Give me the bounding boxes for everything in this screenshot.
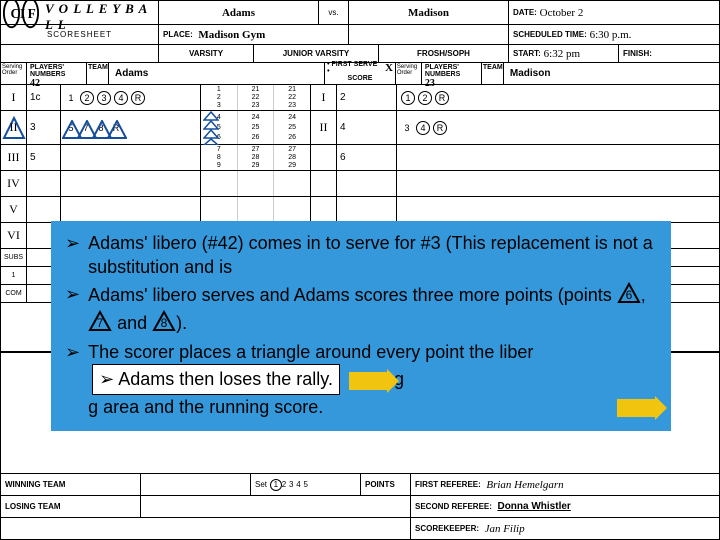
r1-player-left: 1c xyxy=(27,85,61,110)
serve-area-2-left: 5 7 8 R xyxy=(61,111,201,144)
scoresheet: CIF OFFICIAL V O L L E Y B A L L Adams v… xyxy=(0,0,720,540)
start-label: START: xyxy=(513,49,541,58)
score-label: SCORE xyxy=(325,74,395,85)
overlay-line-1: Adams' libero (#42) comes in to serve fo… xyxy=(88,231,657,280)
bullet-icon: ➢ xyxy=(65,231,80,255)
first-serve-mark: X xyxy=(385,62,393,74)
players-label-r: PLAYERS' NUMBERS xyxy=(425,64,478,78)
points-label: POINTS xyxy=(365,480,395,489)
bullet-icon: ➢ xyxy=(65,282,80,306)
r2-player-left: 3 xyxy=(27,111,61,144)
finish-label: FINISH: xyxy=(623,49,652,58)
header-row-2: SCORESHEET PLACE: Madison Gym SCHEDULED … xyxy=(1,25,719,45)
players-label: PLAYERS' NUMBERS xyxy=(30,64,83,78)
sched-label: SCHEDULED TIME: xyxy=(513,30,587,39)
header-row-1: CIF OFFICIAL V O L L E Y B A L L Adams v… xyxy=(1,1,719,25)
first-ref-label: FIRST REFEREE: xyxy=(415,480,481,489)
grid-row-2: II 3 5 7 8 R 456 242526 242526 II 4 3 4 … xyxy=(1,111,719,145)
instruction-overlay: ➢ Adams' libero (#42) comes in to serve … xyxy=(51,221,671,431)
arrow-icon xyxy=(349,372,389,390)
arrow-icon xyxy=(617,399,657,417)
place-label: PLACE: xyxy=(163,30,193,39)
serving-order-label-right: Serving Order xyxy=(396,63,422,84)
place-value: Madison Gym xyxy=(198,29,265,41)
scoresheet-label: SCORESHEET xyxy=(47,30,112,39)
svg-text:7: 7 xyxy=(97,316,104,330)
fs-label: FROSH/SOPH xyxy=(417,49,470,58)
svg-text:F: F xyxy=(28,5,36,20)
roman-2: II xyxy=(1,111,27,144)
svg-text:6: 6 xyxy=(625,288,632,302)
roman-3: III xyxy=(1,145,27,170)
triangle-icon xyxy=(107,120,127,140)
r3-player-right: 6 xyxy=(337,145,397,170)
varsity-label: VARSITY xyxy=(189,49,223,58)
triangle-icon: 8 xyxy=(152,310,176,332)
date-label: DATE: xyxy=(513,8,537,17)
r1-player-right: 2 xyxy=(337,85,397,110)
serve-area-1-right: 1 2 R xyxy=(397,85,719,110)
score-header: Serving Order PLAYERS' NUMBERS 42 TEAM A… xyxy=(1,63,719,85)
score-cols-2: 456 242526 242526 xyxy=(201,111,311,144)
overlay-line-3: The scorer places a triangle around ever… xyxy=(88,340,657,419)
set-label: Set xyxy=(255,480,267,489)
losing-team-label: LOSING TEAM xyxy=(5,502,61,511)
left-team-name: Adams xyxy=(109,63,324,84)
r3-player-left: 5 xyxy=(27,145,61,170)
jv-label: JUNIOR VARSITY xyxy=(283,49,350,58)
sched-value: 6:30 p.m. xyxy=(590,29,632,41)
vs-label: vs. xyxy=(328,8,338,17)
roman-1r: I xyxy=(311,85,337,110)
roman-2r: II xyxy=(311,111,337,144)
bottom-section: WINNING TEAM Set 1 2 3 4 5 POINTS FIRST … xyxy=(1,473,719,539)
r2-player-right: 4 xyxy=(337,111,397,144)
team-label-left: TEAM xyxy=(87,63,109,84)
winning-team-label: WINNING TEAM xyxy=(5,480,65,489)
right-team-name: Madison xyxy=(504,63,719,84)
overlay-line-2: Adams' libero serves and Adams scores th… xyxy=(88,282,657,339)
svg-text:8: 8 xyxy=(161,316,168,330)
grid-row-3: III 5 789 272829 272829 6 xyxy=(1,145,719,171)
serving-order-label-left: Serving Order xyxy=(1,63,27,84)
scorekeeper-label: SCOREKEEPER: xyxy=(415,524,479,533)
serve-area-2-right: 3 4 R xyxy=(397,111,719,144)
score-cols: 123 212223 212223 xyxy=(201,85,311,110)
scorekeeper-value: Jan Filip xyxy=(485,523,525,535)
triangle-icon: 7 xyxy=(88,310,112,332)
team-label-right: TEAM xyxy=(482,63,504,84)
roman-1: I xyxy=(1,85,27,110)
second-ref-label: SECOND REFEREE: xyxy=(415,502,492,511)
home-team: Adams xyxy=(222,7,255,19)
grid-row-1: I 1c 1 2 3 4 R 123 212223 212223 I 2 1 2… xyxy=(1,85,719,111)
triangle-markers xyxy=(203,111,219,145)
triangle-icon: 6 xyxy=(617,282,641,304)
bullet-icon: ➢ xyxy=(65,340,80,364)
start-value: 6:32 pm xyxy=(544,48,580,60)
first-ref-value: Brian Hemelgarn xyxy=(486,479,563,491)
svg-text:I: I xyxy=(20,5,25,20)
away-team: Madison xyxy=(408,7,449,19)
serve-area-1-left: 1 2 3 4 R xyxy=(61,85,201,110)
svg-text:C: C xyxy=(11,5,21,20)
date-value: October 2 xyxy=(540,7,584,19)
second-ref-value: Donna Whistler xyxy=(497,501,570,512)
